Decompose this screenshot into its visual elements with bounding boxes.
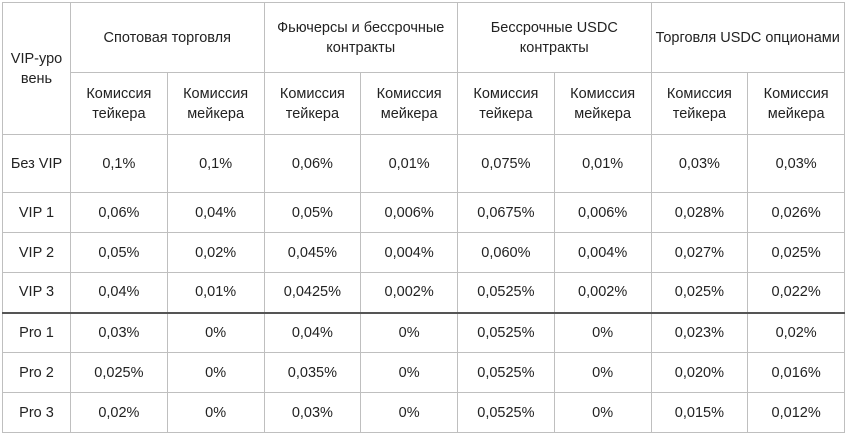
fee-cell: 0% (553, 352, 652, 393)
fee-cell: 0% (166, 392, 265, 433)
fee-cell: 0,004% (553, 232, 652, 273)
fee-cell: 0,03% (747, 134, 846, 193)
fee-cell: 0,045% (263, 232, 362, 273)
fee-cell: 0,004% (360, 232, 459, 273)
fee-cell: 0,006% (553, 192, 652, 233)
fee-cell: 0% (360, 392, 459, 433)
fee-cell: 0,002% (553, 272, 652, 313)
level-cell: VIP 1 (2, 192, 71, 233)
table-row: VIP 2 0,05% 0,02% 0,045% 0,004% 0,060% 0… (2, 232, 846, 273)
group-header-futures: Фьючерсы и бессрочные контракты (263, 2, 459, 73)
fee-cell: 0,1% (70, 134, 168, 193)
maker-fee-header: Комиссия мейкера (747, 72, 846, 135)
group-header-usdc-options: Торговля USDC опционами (650, 2, 846, 73)
fee-cell: 0,002% (360, 272, 459, 313)
maker-fee-header: Комиссия мейкера (360, 72, 459, 135)
fee-cell: 0,006% (360, 192, 459, 233)
vip-level-header: VIP-уровень (2, 2, 71, 135)
group-header-spot: Спотовая торговля (70, 2, 265, 73)
fee-cell: 0,03% (650, 134, 749, 193)
table-row: VIP 1 0,06% 0,04% 0,05% 0,006% 0,0675% 0… (2, 192, 846, 233)
fee-table: VIP-уровень Спотовая торговля Фьючерсы и… (2, 2, 846, 433)
taker-fee-header: Комиссия тейкера (263, 72, 362, 135)
fee-cell: 0,01% (553, 134, 652, 193)
fee-cell: 0,0525% (457, 352, 555, 393)
fee-cell: 0,026% (747, 192, 846, 233)
taker-fee-header: Комиссия тейкера (650, 72, 749, 135)
fee-cell: 0,01% (166, 272, 265, 313)
fee-cell: 0,025% (747, 232, 846, 273)
fee-cell: 0% (166, 352, 265, 393)
fee-cell: 0,01% (360, 134, 459, 193)
group-header-usdc-perpetual: Бессрочные USDC контракты (457, 2, 652, 73)
taker-fee-header: Комиссия тейкера (457, 72, 555, 135)
fee-cell: 0,022% (747, 272, 846, 313)
fee-cell: 0,06% (70, 192, 168, 233)
fee-cell: 0,03% (70, 311, 168, 353)
fee-cell: 0,02% (747, 311, 846, 353)
fee-cell: 0,020% (650, 352, 749, 393)
level-cell: Без VIP (2, 134, 71, 193)
level-cell: Pro 1 (2, 311, 71, 353)
fee-cell: 0,03% (263, 392, 362, 433)
fee-cell: 0,0425% (263, 272, 362, 313)
fee-cell: 0% (553, 392, 652, 433)
fee-cell: 0% (360, 352, 459, 393)
maker-fee-header: Комиссия мейкера (166, 72, 265, 135)
table-row: Pro 2 0,025% 0% 0,035% 0% 0,0525% 0% 0,0… (2, 352, 846, 393)
level-cell: VIP 2 (2, 232, 71, 273)
table-row: VIP 3 0,04% 0,01% 0,0425% 0,002% 0,0525%… (2, 272, 846, 313)
fee-cell: 0,025% (70, 352, 168, 393)
fee-cell: 0% (166, 311, 265, 353)
fee-cell: 0,0675% (457, 192, 555, 233)
table-row: Pro 1 0,03% 0% 0,04% 0% 0,0525% 0% 0,023… (2, 311, 846, 353)
level-cell: VIP 3 (2, 272, 71, 313)
fee-cell: 0,016% (747, 352, 846, 393)
fee-cell: 0,05% (263, 192, 362, 233)
fee-cell: 0,06% (263, 134, 362, 193)
fee-cell: 0,027% (650, 232, 749, 273)
fee-cell: 0,023% (650, 311, 749, 353)
fee-cell: 0,0525% (457, 272, 555, 313)
fee-cell: 0,04% (70, 272, 168, 313)
maker-fee-header: Комиссия мейкера (553, 72, 652, 135)
fee-cell: 0,05% (70, 232, 168, 273)
table-row: Без VIP 0,1% 0,1% 0,06% 0,01% 0,075% 0,0… (2, 134, 846, 193)
fee-cell: 0,0525% (457, 311, 555, 353)
fee-cell: 0,015% (650, 392, 749, 433)
fee-cell: 0,04% (263, 311, 362, 353)
fee-cell: 0% (360, 311, 459, 353)
level-cell: Pro 2 (2, 352, 71, 393)
fee-cell: 0,028% (650, 192, 749, 233)
fee-cell: 0,012% (747, 392, 846, 433)
fee-cell: 0,04% (166, 192, 265, 233)
fee-cell: 0,0525% (457, 392, 555, 433)
fee-cell: 0,025% (650, 272, 749, 313)
fee-cell: 0% (553, 311, 652, 353)
fee-cell: 0,02% (70, 392, 168, 433)
table-row: Pro 3 0,02% 0% 0,03% 0% 0,0525% 0% 0,015… (2, 392, 846, 433)
fee-cell: 0,1% (166, 134, 265, 193)
fee-cell: 0,035% (263, 352, 362, 393)
level-cell: Pro 3 (2, 392, 71, 433)
taker-fee-header: Комиссия тейкера (70, 72, 168, 135)
fee-cell: 0,075% (457, 134, 555, 193)
fee-cell: 0,02% (166, 232, 265, 273)
fee-cell: 0,060% (457, 232, 555, 273)
